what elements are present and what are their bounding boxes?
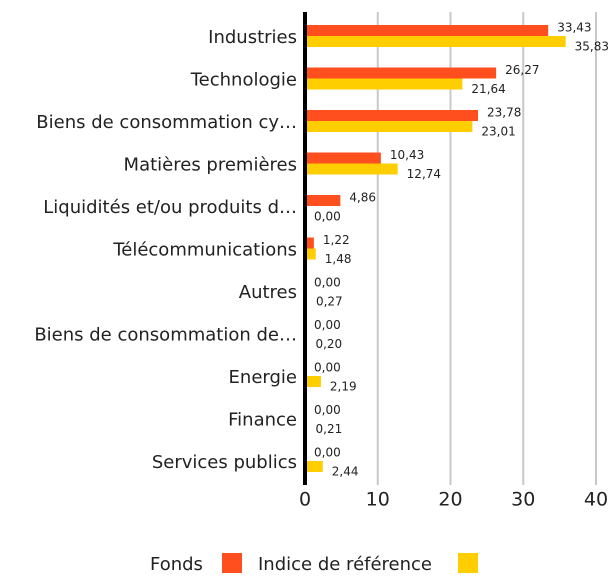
value-label: 0,00	[314, 361, 341, 375]
bar	[305, 163, 398, 175]
value-label: 23,78	[487, 106, 521, 120]
value-label: 10,43	[390, 148, 424, 162]
value-label: 0,27	[316, 295, 343, 309]
value-label: 0,21	[316, 422, 343, 436]
category-label: Finance	[228, 410, 297, 431]
bar	[305, 152, 381, 164]
value-label: 35,83	[575, 40, 609, 54]
category-label: Autres	[239, 282, 297, 303]
value-label: 23,01	[481, 125, 515, 139]
category-label: Technologie	[190, 70, 297, 91]
value-label: 21,64	[471, 82, 505, 96]
legend-swatch	[458, 553, 478, 573]
value-label: 0,00	[314, 276, 341, 290]
x-tick-label: 40	[584, 489, 608, 511]
x-tick-label: 20	[438, 489, 462, 511]
bar	[305, 461, 323, 472]
bar	[305, 78, 463, 90]
value-label: 4,86	[349, 191, 376, 205]
category-label: Télécommunications	[112, 240, 297, 261]
bar	[305, 67, 497, 79]
bar	[305, 237, 314, 249]
value-label: 26,27	[505, 63, 539, 77]
x-tick-label: 10	[366, 489, 390, 511]
bar	[305, 25, 549, 36]
value-label: 2,19	[330, 380, 357, 394]
x-tick-label: 30	[511, 489, 535, 511]
value-label: 0,00	[314, 446, 341, 460]
bar	[305, 36, 566, 47]
bar	[305, 376, 321, 387]
value-label: 1,22	[323, 233, 350, 247]
value-label: 0,00	[314, 403, 341, 417]
bar	[305, 110, 478, 121]
category-label: Biens de consommation cy…	[36, 112, 297, 133]
legend-label: Fonds	[150, 554, 203, 575]
x-tick-label: 0	[299, 489, 311, 511]
bar	[305, 195, 341, 206]
bar	[305, 248, 316, 260]
bar	[305, 121, 473, 132]
legend-label: Indice de référence	[258, 554, 432, 575]
category-label: Services publics	[152, 452, 297, 473]
value-label: 33,43	[557, 21, 591, 35]
legend-swatch	[222, 553, 242, 573]
value-label: 0,00	[314, 318, 341, 332]
category-label: Liquidités et/ou produits d…	[43, 197, 297, 218]
value-label: 0,00	[314, 210, 341, 224]
value-label: 1,48	[325, 252, 352, 266]
value-label: 0,20	[315, 337, 342, 351]
category-label: Industries	[208, 27, 297, 48]
value-label: 12,74	[407, 167, 441, 181]
category-label: Matières premières	[124, 155, 297, 176]
category-label: Biens de consommation de…	[34, 325, 297, 346]
category-label: Energie	[229, 367, 297, 388]
value-label: 2,44	[332, 465, 359, 479]
